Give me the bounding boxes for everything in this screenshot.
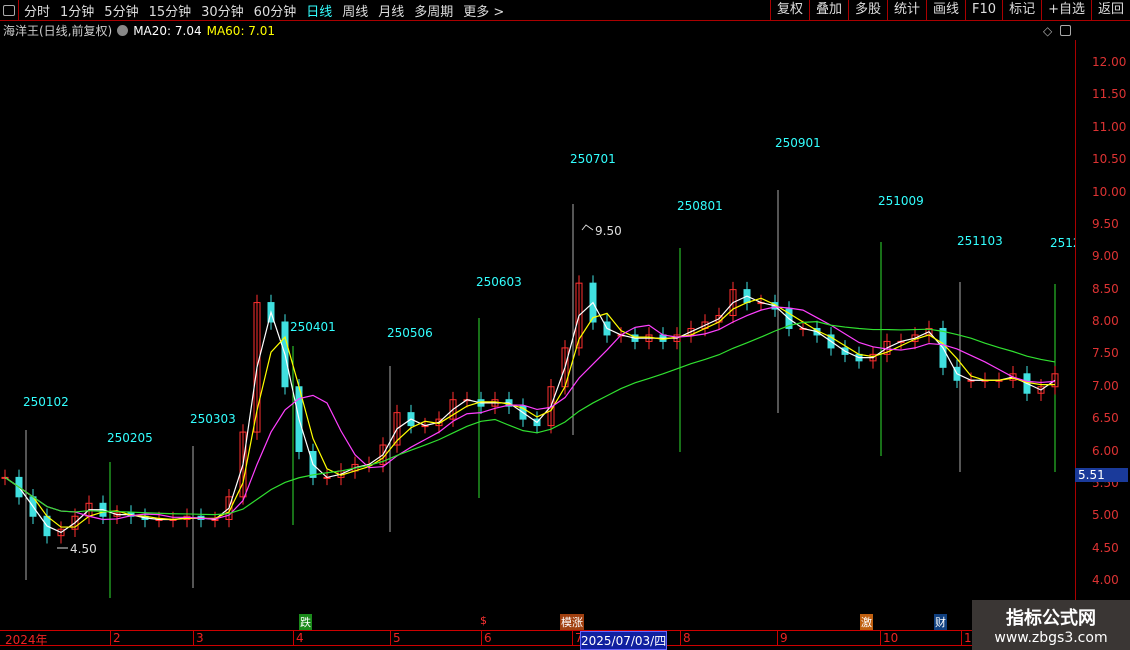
layout-toggle-button[interactable]: [0, 0, 19, 20]
period-tab[interactable]: 更多 >: [463, 4, 505, 20]
toolbar-button[interactable]: 画线: [926, 0, 965, 20]
y-tick-label: 9.50: [1092, 216, 1119, 231]
month-label: 2024年: [5, 633, 48, 647]
moving-average-line: [4, 297, 1055, 528]
y-tick-label: 11.50: [1092, 87, 1127, 102]
toolbar-button[interactable]: 叠加: [808, 0, 848, 20]
ma20-value: MA20: 7.04: [133, 23, 202, 38]
month-label: 7: [572, 631, 583, 645]
annotation-label: 250401: [290, 320, 336, 334]
y-tick-label: 12.00: [1092, 55, 1127, 69]
y-tick-label: 8.00: [1092, 314, 1119, 328]
annotation-label: 250801: [677, 199, 723, 213]
toolbar-button[interactable]: F10: [965, 0, 1002, 20]
period-tab[interactable]: 月线: [378, 4, 405, 20]
month-label: 2: [110, 631, 121, 645]
panel-icon[interactable]: [1060, 25, 1071, 36]
moving-average-line: [4, 295, 1056, 534]
month-label: 8: [680, 631, 691, 645]
period-tab[interactable]: 1分钟: [60, 4, 95, 20]
stock-title: 海洋王(日线,前复权): [3, 24, 113, 38]
candle-body: [729, 289, 737, 317]
annotation-label: 2512: [1050, 236, 1075, 250]
candle-body: [225, 496, 233, 520]
current-price-tag: 5.51: [1075, 468, 1128, 482]
period-tab[interactable]: 30分钟: [201, 4, 244, 20]
candle-body: [883, 340, 891, 355]
month-label: 10: [880, 631, 898, 645]
candle-body: [393, 412, 401, 446]
period-tab[interactable]: 15分钟: [148, 4, 192, 20]
candle-body: [1037, 386, 1045, 394]
diamond-icon[interactable]: ◇: [1043, 24, 1053, 38]
period-tab[interactable]: 周线: [342, 4, 369, 20]
y-tick-label: 11.00: [1092, 119, 1127, 134]
y-tick-label: 8.50: [1092, 281, 1119, 296]
y-tick-label: 9.00: [1092, 249, 1119, 264]
toolbar-button[interactable]: +自选: [1041, 0, 1091, 20]
annotation-label: 250506: [387, 326, 433, 340]
annotation-label: 250701: [570, 152, 616, 166]
toolbar-button[interactable]: 复权: [769, 0, 809, 20]
panel-icon: [3, 4, 15, 16]
low-price-mark: 4.50: [70, 542, 97, 556]
event-badge[interactable]: 财: [934, 614, 947, 630]
watermark-logo: 指标公式网 www.zbgs3.com: [972, 600, 1130, 650]
candle-body: [253, 302, 261, 433]
month-label: 6: [481, 631, 492, 645]
candle-body: [1009, 373, 1017, 381]
toolbar-button[interactable]: 统计: [887, 0, 926, 20]
month-label: 9: [777, 631, 788, 645]
y-tick-label: 7.50: [1092, 346, 1119, 361]
y-tick-label: 6.00: [1092, 443, 1119, 458]
toolbar-button[interactable]: 标记: [1002, 0, 1041, 20]
event-badge[interactable]: 跌: [299, 614, 312, 630]
candle-body: [435, 418, 443, 427]
toolbar-button[interactable]: 返回: [1090, 0, 1130, 20]
candle-body: [449, 399, 457, 420]
chart-legend: 海洋王(日线,前复权) MA20: 7.04 MA60: 7.01: [3, 22, 275, 39]
moving-average-line: [4, 306, 1056, 521]
date-axis: 2024年2345678910112025/07/03/四: [0, 630, 979, 650]
period-toolbar: 分时 1分钟 5分钟 15分钟 30分钟 60分钟 日线 周线 月线 多周期 更多 > 复权 叠加 多股…: [0, 0, 1130, 21]
annotation-label: 251103: [957, 234, 1003, 248]
y-tick-label: 4.00: [1092, 573, 1119, 587]
candle-body: [71, 515, 79, 530]
event-badge[interactable]: 模涨: [560, 614, 584, 630]
moving-average-line: [4, 321, 1056, 516]
y-tick-label: 10.50: [1092, 152, 1127, 167]
annotation-label: 250205: [107, 431, 153, 445]
month-label: 5: [390, 631, 401, 645]
annotation-label: 250603: [476, 275, 522, 289]
month-label: 3: [193, 631, 204, 645]
annotation-label: 251009: [878, 194, 924, 208]
annotation-label: 250102: [23, 395, 69, 409]
period-tab[interactable]: 60分钟: [253, 4, 297, 20]
candlestick-chart: 250102 250205 250303 250401 250506 250603 2507…: [1, 136, 1075, 598]
event-badge[interactable]: $: [480, 614, 487, 627]
candle-body: [575, 282, 583, 349]
period-tab[interactable]: 5分钟: [104, 4, 139, 20]
cursor-date: 2025/07/03/四: [580, 631, 668, 650]
month-label: 4: [293, 631, 304, 645]
event-badge[interactable]: 激: [860, 614, 873, 630]
y-tick-label: 10.00: [1092, 184, 1127, 199]
candle-body: [1051, 373, 1059, 388]
dropdown-icon[interactable]: [117, 25, 129, 36]
toolbar-button[interactable]: 多股: [847, 0, 887, 20]
period-tab[interactable]: 分时: [24, 4, 51, 20]
ma60-value: MA60: 7.01: [206, 23, 276, 38]
annotation-label: 250901: [775, 136, 821, 150]
y-tick-label: 5.00: [1092, 508, 1119, 523]
period-tab[interactable]: 日线: [306, 4, 333, 20]
period-tab[interactable]: 多周期: [414, 4, 454, 20]
annotation-label: 250303: [190, 412, 236, 426]
candle-body: [57, 528, 65, 537]
y-tick-label: 7.00: [1092, 378, 1119, 393]
y-tick-label: 4.50: [1092, 540, 1119, 555]
high-price-mark: 9.50: [595, 224, 622, 238]
price-axis: [1075, 40, 1130, 600]
y-tick-label: 6.50: [1092, 411, 1119, 426]
